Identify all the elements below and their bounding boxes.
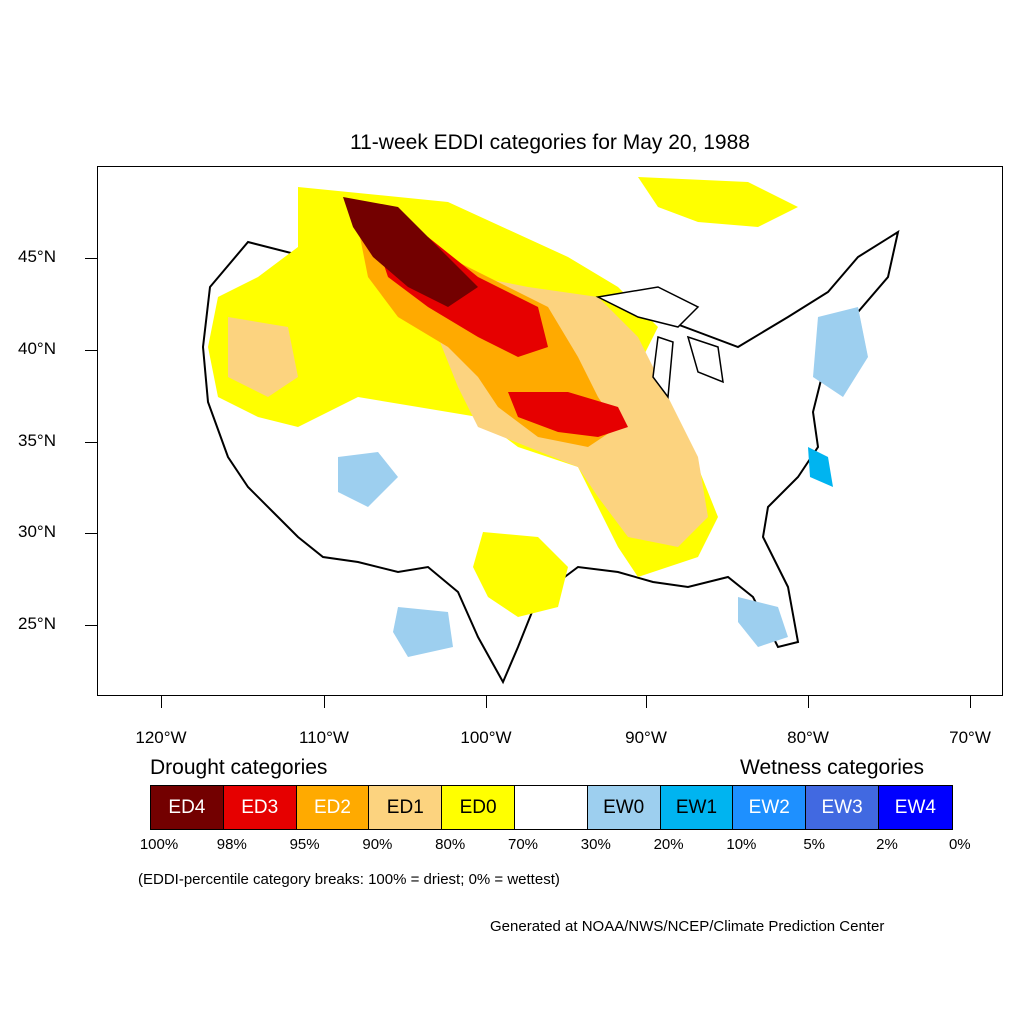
legend-swatch-ew3: EW3 xyxy=(806,786,879,829)
eddi-map xyxy=(97,166,1003,696)
percent-label: 95% xyxy=(289,836,320,853)
lat-tick xyxy=(85,258,97,259)
legend-swatch-ed1: ED1 xyxy=(369,786,443,829)
wetness-heading: Wetness categories xyxy=(740,756,925,779)
great-lakes xyxy=(595,286,724,400)
lon-tick xyxy=(808,696,809,708)
legend-swatch-normal xyxy=(514,786,588,829)
ew0-southwest xyxy=(338,452,398,507)
map-title: 11-week EDDI categories for May 20, 1988 xyxy=(350,131,750,154)
legend-swatch-ed3: ED3 xyxy=(223,786,297,829)
map-canvas xyxy=(201,177,900,685)
percent-label: 80% xyxy=(435,836,466,853)
lon-label-120: 120°W xyxy=(135,728,187,747)
percent-label: 2% xyxy=(876,836,898,853)
lon-tick xyxy=(486,696,487,708)
lat-tick xyxy=(85,533,97,534)
lat-label-30: 30°N xyxy=(18,522,56,541)
percent-label: 5% xyxy=(803,836,826,853)
drought-heading: Drought categories xyxy=(150,756,328,779)
ew1-carolina xyxy=(808,447,833,487)
lat-label-40: 40°N xyxy=(18,339,56,358)
lat-tick xyxy=(85,625,97,626)
ed3-kansas xyxy=(508,392,628,437)
legend-swatch-ed4: ED4 xyxy=(151,786,224,829)
lon-label-100: 100°W xyxy=(460,728,512,747)
lon-label-70: 70°W xyxy=(949,728,991,747)
legend-swatch-ew1: EW1 xyxy=(660,786,734,829)
percent-label: 10% xyxy=(726,836,757,853)
ew0-northeast xyxy=(813,307,868,397)
ed1-west xyxy=(228,317,298,397)
ed0-north xyxy=(638,177,798,227)
legend-swatch-ew2: EW2 xyxy=(733,786,807,829)
lon-tick xyxy=(970,696,971,708)
lon-tick xyxy=(324,696,325,708)
lat-tick xyxy=(85,442,97,443)
lon-label-90: 90°W xyxy=(625,728,667,747)
ed4-region xyxy=(343,197,478,307)
category-note: (EDDI-percentile category breaks: 100% =… xyxy=(138,871,560,888)
category-legend: ED4 ED3 ED2 ED1 ED0 EW0 EW1 EW2 EW3 EW4 xyxy=(150,785,953,830)
lat-label-25: 25°N xyxy=(18,614,56,633)
percent-label: 100% xyxy=(139,836,179,853)
ew0-florida xyxy=(738,597,788,647)
legend-swatch-ew4: EW4 xyxy=(878,786,952,829)
lat-label-35: 35°N xyxy=(18,431,56,450)
percent-label: 30% xyxy=(580,836,611,853)
legend-swatch-ed2: ED2 xyxy=(296,786,370,829)
lon-tick xyxy=(646,696,647,708)
percent-label: 98% xyxy=(216,836,247,853)
lat-tick xyxy=(85,350,97,351)
legend-swatch-ew0: EW0 xyxy=(587,786,661,829)
credit-line: Generated at NOAA/NWS/NCEP/Climate Predi… xyxy=(490,918,885,935)
percent-label: 90% xyxy=(362,836,393,853)
ed0-texas xyxy=(473,532,568,617)
lon-label-110: 110°W xyxy=(299,728,349,747)
lon-label-80: 80°W xyxy=(787,728,829,747)
percent-label: 70% xyxy=(507,836,539,853)
percent-label: 20% xyxy=(653,836,684,853)
percent-label: 0% xyxy=(948,836,971,853)
lon-tick xyxy=(161,696,162,708)
legend-swatch-ed0: ED0 xyxy=(442,786,515,829)
ew0-mexico xyxy=(393,607,453,657)
lat-label-45: 45°N xyxy=(18,247,56,266)
